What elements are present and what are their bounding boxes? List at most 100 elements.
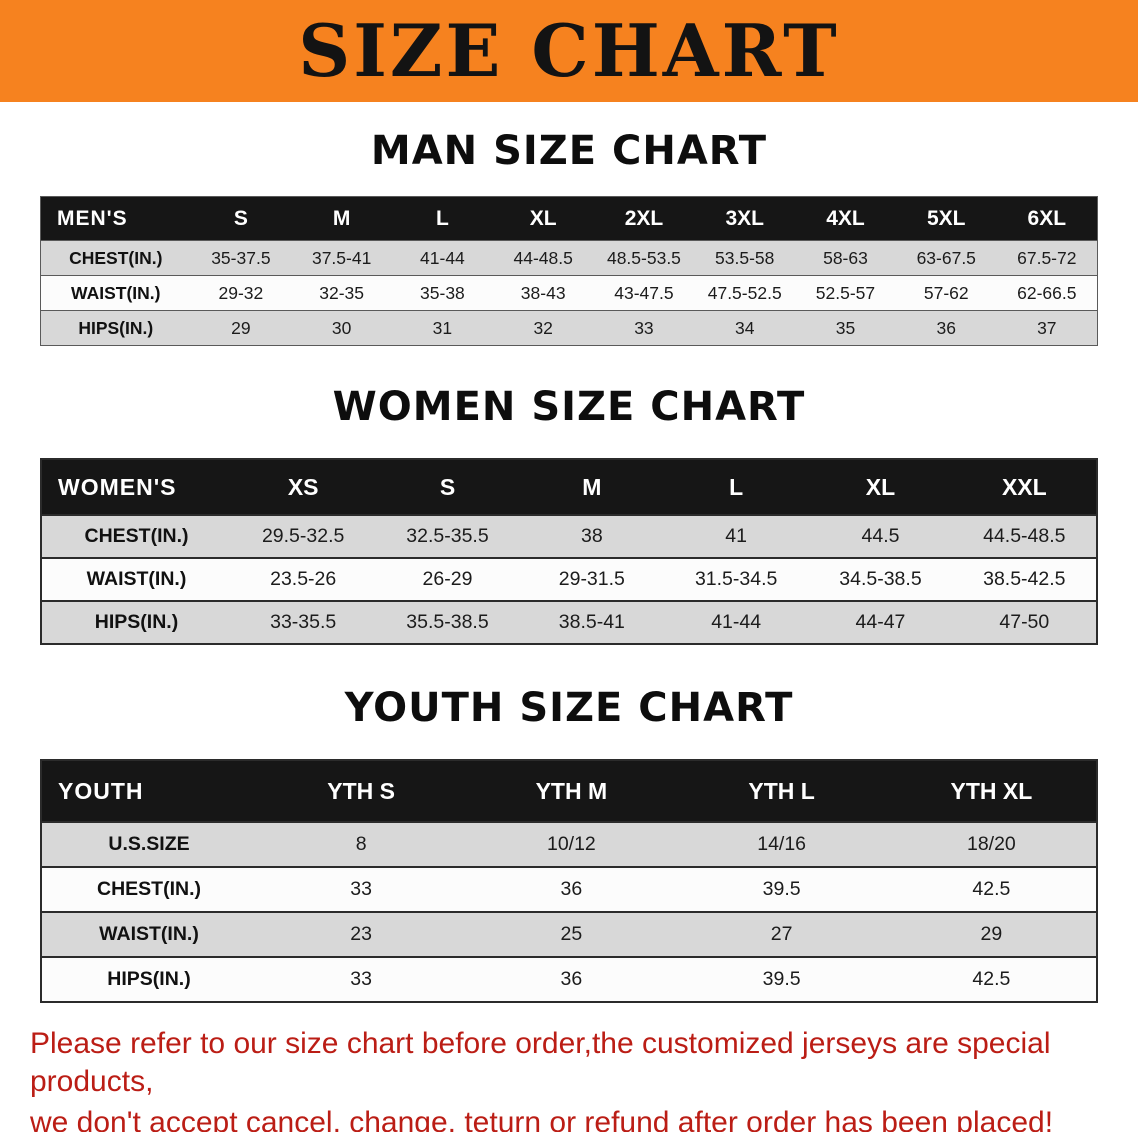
size-value-cell: 36 [466, 866, 677, 912]
footer-note-line2: we don't accept cancel, change, teturn o… [30, 1105, 1054, 1132]
column-header: L [392, 196, 493, 241]
size-value-cell: 37.5-41 [291, 240, 393, 276]
table-row: CHEST(IN.) 33 36 39.5 42.5 [41, 866, 1097, 912]
size-value-cell: 44.5-48.5 [952, 514, 1097, 558]
size-value-cell: 48.5-53.5 [593, 240, 695, 276]
column-header: 4XL [795, 196, 896, 241]
table-row: WAIST(IN.) 23.5-26 26-29 29-31.5 31.5-34… [41, 557, 1097, 601]
column-header: YTH L [676, 760, 887, 822]
size-value-cell: 25 [466, 911, 677, 957]
size-value-cell: 36 [466, 956, 677, 1002]
size-value-cell: 44-47 [808, 600, 953, 644]
youth-section-heading: YOUTH SIZE CHART [344, 685, 794, 731]
column-header: 6XL [996, 196, 1098, 241]
table-row: HIPS(IN.) 33-35.5 35.5-38.5 38.5-41 41-4… [41, 600, 1097, 644]
size-value-cell: 33 [593, 310, 695, 346]
men-table-header-row: MEN'S S M L XL 2XL 3XL 4XL 5XL 6XL [40, 196, 1098, 241]
size-value-cell: 63-67.5 [895, 240, 997, 276]
row-label: WAIST(IN.) [41, 557, 231, 601]
size-value-cell: 36 [895, 310, 997, 346]
row-label: CHEST(IN.) [41, 866, 256, 912]
size-value-cell: 32 [492, 310, 594, 346]
size-value-cell: 44.5 [808, 514, 953, 558]
size-value-cell: 29-32 [190, 275, 292, 311]
size-value-cell: 42.5 [886, 866, 1097, 912]
column-header: L [663, 459, 809, 515]
size-value-cell: 29-31.5 [519, 557, 664, 601]
size-value-cell: 26-29 [375, 557, 520, 601]
size-value-cell: 39.5 [676, 956, 887, 1002]
men-size-table: MEN'S S M L XL 2XL 3XL 4XL 5XL 6XL CHEST… [40, 196, 1098, 346]
size-value-cell: 29.5-32.5 [231, 514, 376, 558]
column-header: XL [492, 196, 594, 241]
size-value-cell: 30 [291, 310, 393, 346]
size-value-cell: 31 [392, 310, 493, 346]
size-value-cell: 33 [256, 866, 467, 912]
size-value-cell: 41-44 [663, 600, 809, 644]
table-row: CHEST(IN.) 29.5-32.5 32.5-35.5 38 41 44.… [41, 514, 1097, 558]
row-label: CHEST(IN.) [41, 514, 231, 558]
size-value-cell: 47.5-52.5 [694, 275, 796, 311]
size-value-cell: 42.5 [886, 956, 1097, 1002]
column-header: 3XL [694, 196, 796, 241]
size-value-cell: 29 [886, 911, 1097, 957]
men-table-title: MEN'S [40, 196, 191, 241]
row-label: U.S.SIZE [41, 821, 256, 867]
column-header: YTH M [466, 760, 677, 822]
size-value-cell: 35 [795, 310, 896, 346]
size-value-cell: 35.5-38.5 [375, 600, 520, 644]
row-label: HIPS(IN.) [41, 600, 231, 644]
size-value-cell: 32.5-35.5 [375, 514, 520, 558]
footer-note-line1: Please refer to our size chart before or… [30, 1027, 1051, 1099]
size-value-cell: 8 [256, 821, 467, 867]
table-row: U.S.SIZE 8 10/12 14/16 18/20 [41, 821, 1097, 867]
size-value-cell: 47-50 [952, 600, 1097, 644]
size-value-cell: 33 [256, 956, 467, 1002]
row-label: HIPS(IN.) [40, 310, 191, 346]
row-label: WAIST(IN.) [41, 911, 256, 957]
column-header: XS [231, 459, 376, 515]
size-value-cell: 37 [996, 310, 1098, 346]
size-value-cell: 43-47.5 [593, 275, 695, 311]
size-value-cell: 38.5-41 [519, 600, 664, 644]
column-header: S [190, 196, 292, 241]
size-value-cell: 23.5-26 [231, 557, 376, 601]
table-row: HIPS(IN.) 33 36 39.5 42.5 [41, 956, 1097, 1002]
size-value-cell: 33-35.5 [231, 600, 376, 644]
column-header: 5XL [895, 196, 997, 241]
row-label: WAIST(IN.) [40, 275, 191, 311]
size-value-cell: 35-37.5 [190, 240, 292, 276]
table-row: WAIST(IN.) 23 25 27 29 [41, 911, 1097, 957]
row-label: HIPS(IN.) [41, 956, 256, 1002]
youth-table-title: YOUTH [41, 760, 256, 822]
size-value-cell: 38-43 [492, 275, 594, 311]
column-header: M [291, 196, 393, 241]
size-value-cell: 39.5 [676, 866, 887, 912]
size-value-cell: 44-48.5 [492, 240, 594, 276]
size-value-cell: 62-66.5 [996, 275, 1098, 311]
size-value-cell: 29 [190, 310, 292, 346]
men-section-heading: MAN SIZE CHART [370, 128, 768, 174]
women-section-heading: WOMEN SIZE CHART [332, 384, 806, 430]
size-value-cell: 67.5-72 [996, 240, 1098, 276]
size-value-cell: 38 [519, 514, 664, 558]
footer-note: Please refer to our size chart before or… [30, 1025, 1108, 1132]
column-header: YTH XL [886, 760, 1097, 822]
size-value-cell: 10/12 [466, 821, 677, 867]
size-value-cell: 27 [676, 911, 887, 957]
column-header: YTH S [256, 760, 467, 822]
banner: SIZE CHART [0, 0, 1138, 102]
table-row: WAIST(IN.) 29-32 32-35 35-38 38-43 43-47… [40, 275, 1098, 311]
size-value-cell: 52.5-57 [795, 275, 896, 311]
column-header: XXL [952, 459, 1097, 515]
row-label: CHEST(IN.) [40, 240, 191, 276]
table-row: HIPS(IN.) 29 30 31 32 33 34 35 36 37 [40, 310, 1098, 346]
table-row: CHEST(IN.) 35-37.5 37.5-41 41-44 44-48.5… [40, 240, 1098, 276]
size-value-cell: 53.5-58 [694, 240, 796, 276]
column-header: 2XL [593, 196, 695, 241]
size-value-cell: 34 [694, 310, 796, 346]
size-value-cell: 35-38 [392, 275, 493, 311]
column-header: M [519, 459, 664, 515]
youth-size-table: YOUTH YTH S YTH M YTH L YTH XL U.S.SIZE … [40, 759, 1098, 1003]
